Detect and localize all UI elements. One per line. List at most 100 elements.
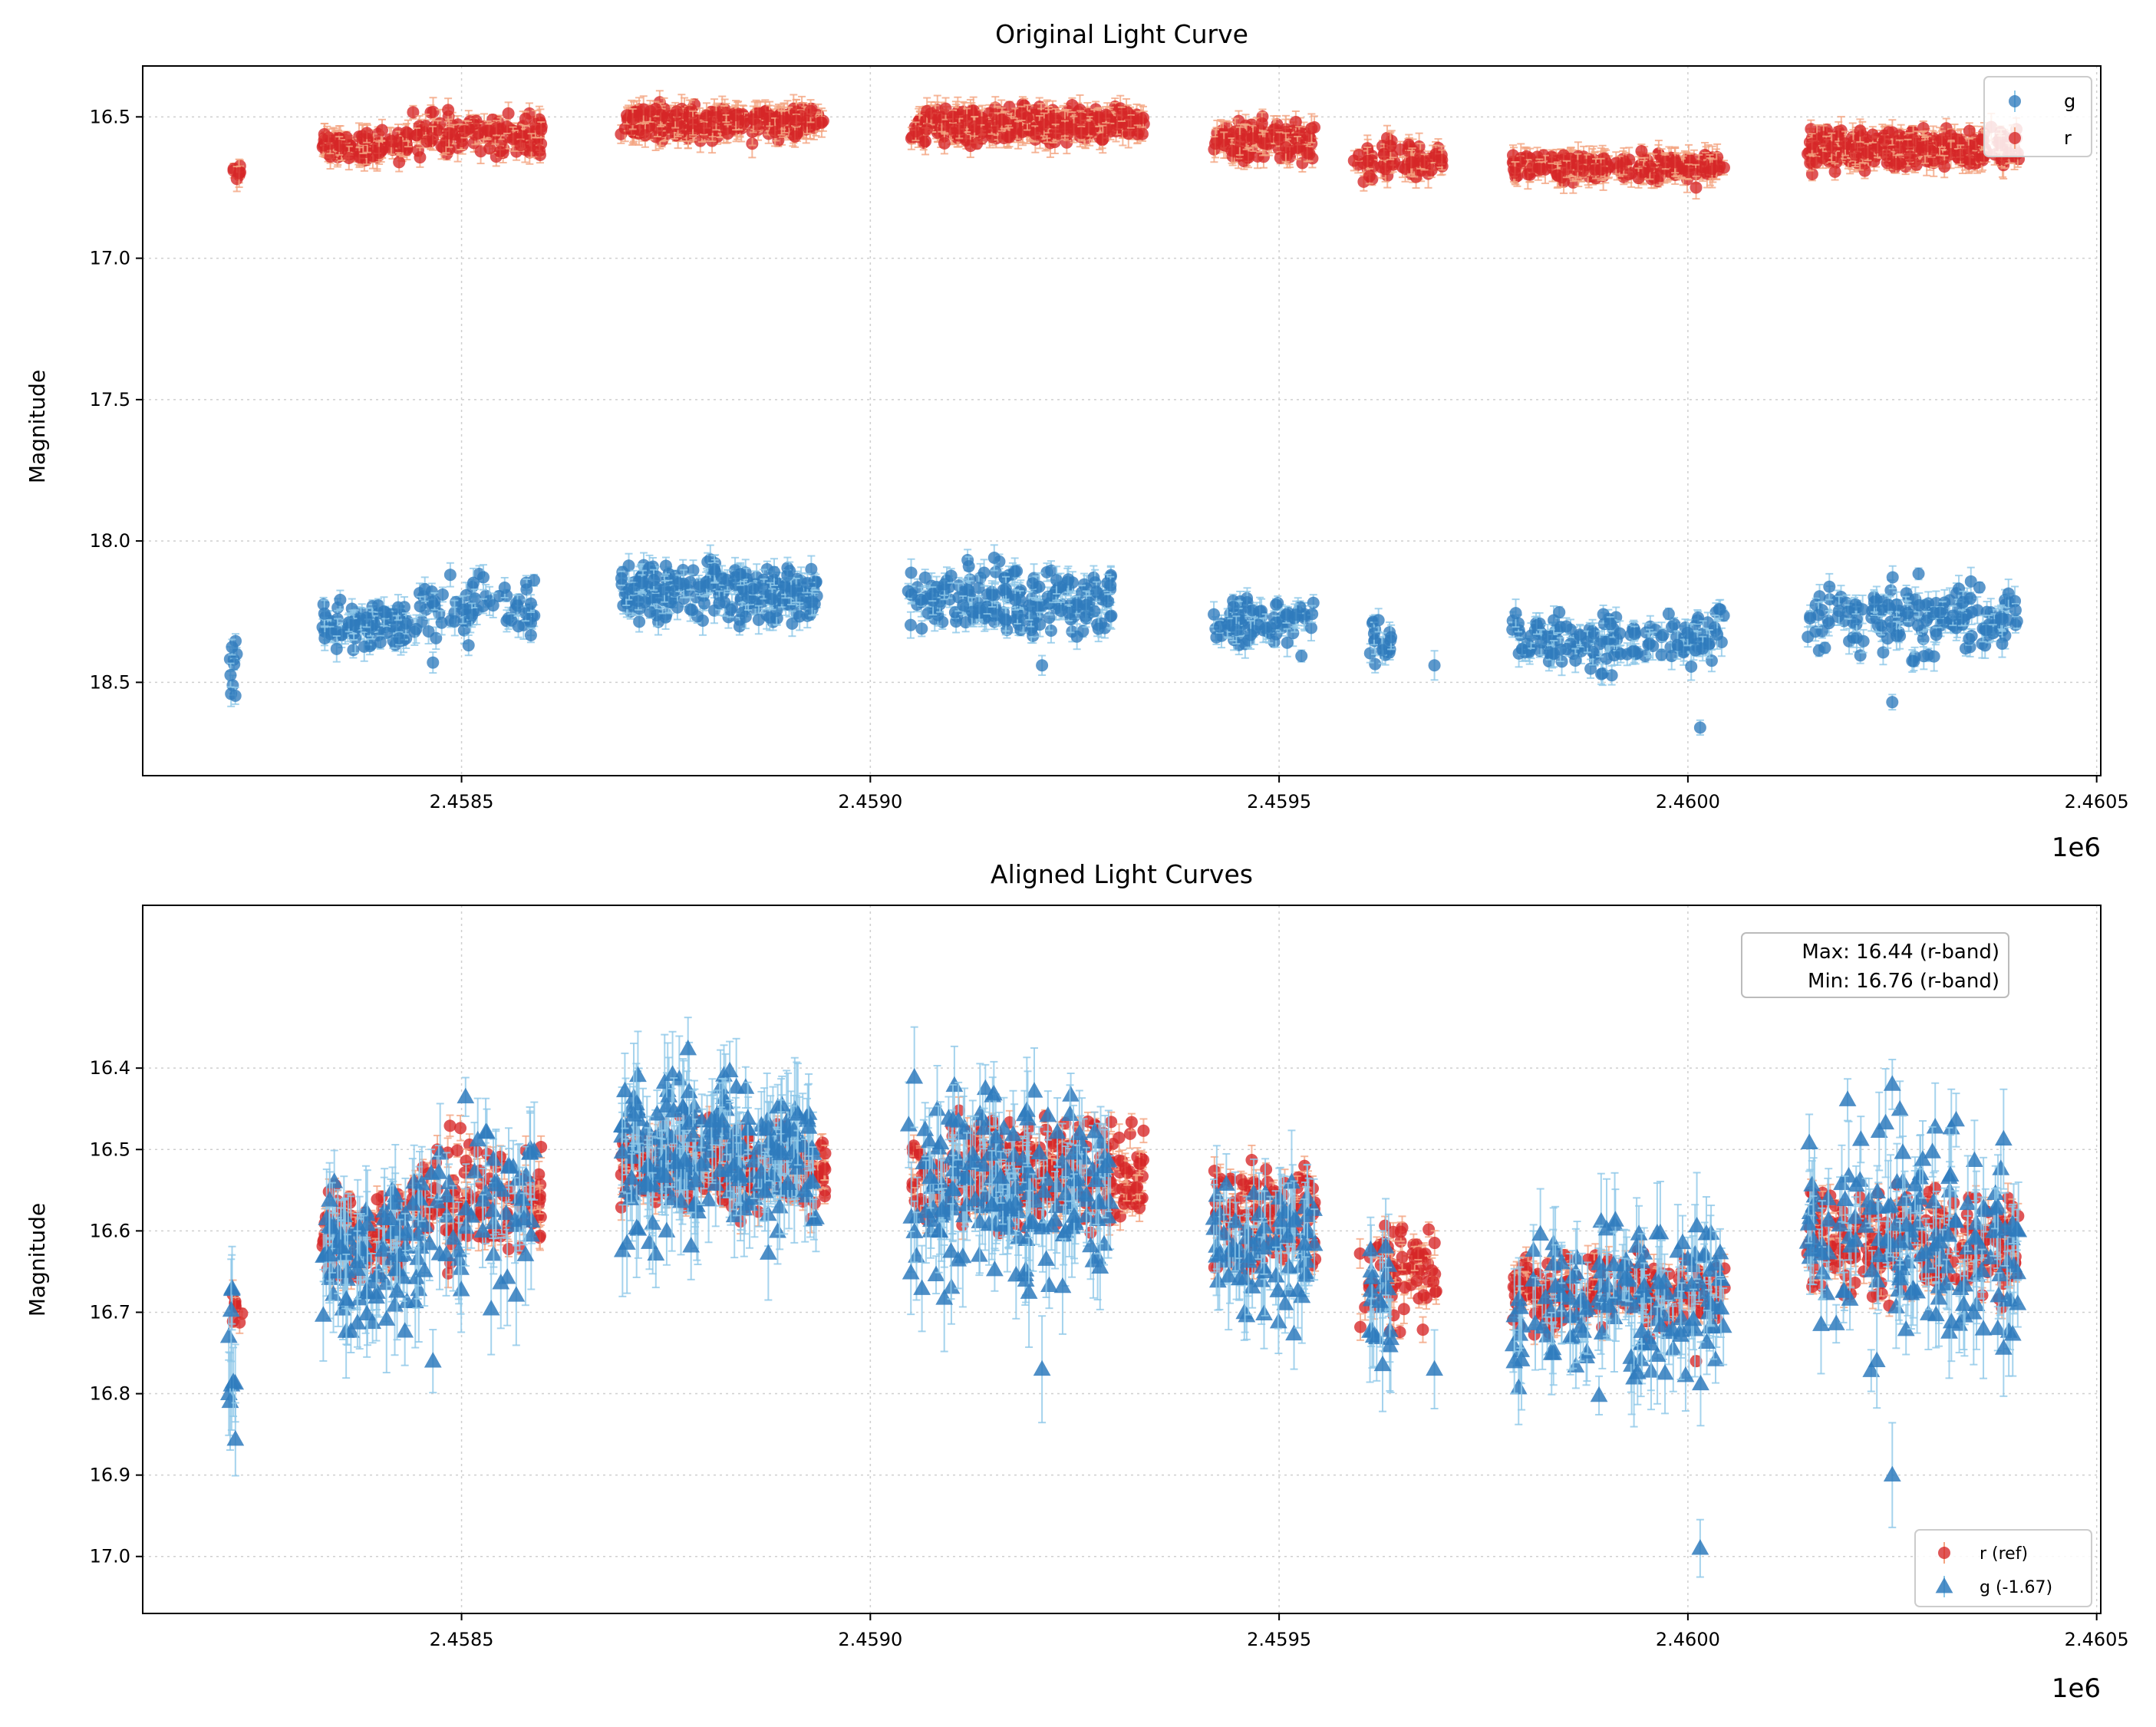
data-point xyxy=(1947,609,1959,621)
data-point xyxy=(1588,628,1601,640)
data-point xyxy=(1305,621,1317,634)
data-point xyxy=(1244,629,1257,641)
data-point xyxy=(1510,607,1522,619)
data-point xyxy=(1090,585,1103,598)
data-point xyxy=(1595,668,1607,681)
data-point xyxy=(1913,599,1925,611)
data-point xyxy=(229,690,242,702)
data-point xyxy=(1033,618,1046,631)
data-point xyxy=(535,124,547,136)
data-point xyxy=(763,611,776,624)
data-point xyxy=(318,632,331,644)
data-point xyxy=(1063,607,1075,619)
data-point xyxy=(442,104,454,116)
data-point xyxy=(962,584,974,596)
data-point xyxy=(226,641,238,653)
data-point xyxy=(1560,620,1572,632)
data-point xyxy=(467,577,480,589)
data-point xyxy=(377,605,390,618)
data-point xyxy=(490,122,503,134)
data-point xyxy=(721,574,734,586)
data-point xyxy=(793,610,806,622)
data-point xyxy=(1246,605,1258,617)
data-point xyxy=(444,569,457,581)
data-point xyxy=(747,582,759,595)
data-point xyxy=(457,604,469,616)
data-point xyxy=(347,644,359,656)
data-point xyxy=(1614,648,1627,660)
data-point xyxy=(1886,696,1898,708)
data-point xyxy=(1104,579,1116,592)
data-point xyxy=(385,135,397,147)
data-point xyxy=(1812,609,1825,621)
data-point xyxy=(1685,661,1697,673)
data-point xyxy=(1818,641,1831,654)
data-point xyxy=(533,145,546,157)
data-point xyxy=(331,643,343,655)
data-point xyxy=(463,639,475,651)
data-point xyxy=(1913,568,1925,580)
data-point xyxy=(1887,571,1899,583)
data-point xyxy=(1373,614,1385,626)
data-point xyxy=(494,146,506,158)
data-point xyxy=(1963,633,1975,645)
data-point xyxy=(806,595,818,608)
data-point xyxy=(766,593,778,605)
data-point xyxy=(1553,606,1565,618)
data-point xyxy=(374,636,387,648)
data-point xyxy=(658,583,671,595)
data-point xyxy=(1270,598,1282,611)
data-point xyxy=(1027,577,1039,589)
data-point xyxy=(224,669,236,681)
data-point xyxy=(1260,621,1272,634)
data-point xyxy=(801,577,813,589)
data-point xyxy=(1290,608,1302,621)
data-point xyxy=(1281,637,1294,649)
data-point xyxy=(1036,659,1048,671)
data-point xyxy=(1000,583,1012,595)
data-point xyxy=(423,625,435,638)
data-point xyxy=(1906,654,1918,667)
data-point xyxy=(684,576,696,588)
data-point xyxy=(343,616,355,628)
data-point xyxy=(998,572,1010,584)
data-point xyxy=(1891,630,1903,642)
data-point xyxy=(1376,644,1388,656)
data-point xyxy=(393,632,405,644)
data-point xyxy=(1104,611,1116,623)
data-point xyxy=(1643,638,1656,650)
data-point xyxy=(1062,573,1074,585)
data-point xyxy=(1934,606,1947,618)
data-point xyxy=(1516,643,1528,655)
data-point xyxy=(361,611,373,624)
data-point xyxy=(632,595,644,607)
data-point xyxy=(2009,604,2022,616)
data-point xyxy=(1875,619,1887,631)
data-point xyxy=(1009,565,1021,578)
data-point xyxy=(511,599,523,611)
data-point xyxy=(373,147,385,159)
data-point xyxy=(671,601,684,614)
data-point xyxy=(988,552,1001,564)
data-point xyxy=(648,574,660,586)
data-point xyxy=(1093,623,1105,635)
data-point xyxy=(1657,629,1669,641)
data-point xyxy=(392,601,404,614)
data-point xyxy=(1917,650,1930,662)
data-point xyxy=(919,572,931,584)
data-point xyxy=(1628,628,1640,640)
data-point xyxy=(915,622,928,634)
data-point xyxy=(1996,638,2008,650)
data-point xyxy=(1996,613,2009,625)
data-point xyxy=(519,113,532,125)
data-point xyxy=(1307,597,1320,609)
data-point xyxy=(443,127,455,140)
data-point xyxy=(1208,608,1220,621)
data-point xyxy=(334,594,346,606)
data-point xyxy=(1009,594,1021,606)
data-point xyxy=(753,614,765,626)
data-point xyxy=(1957,596,1970,608)
data-point xyxy=(1228,601,1240,613)
data-point xyxy=(499,582,511,594)
